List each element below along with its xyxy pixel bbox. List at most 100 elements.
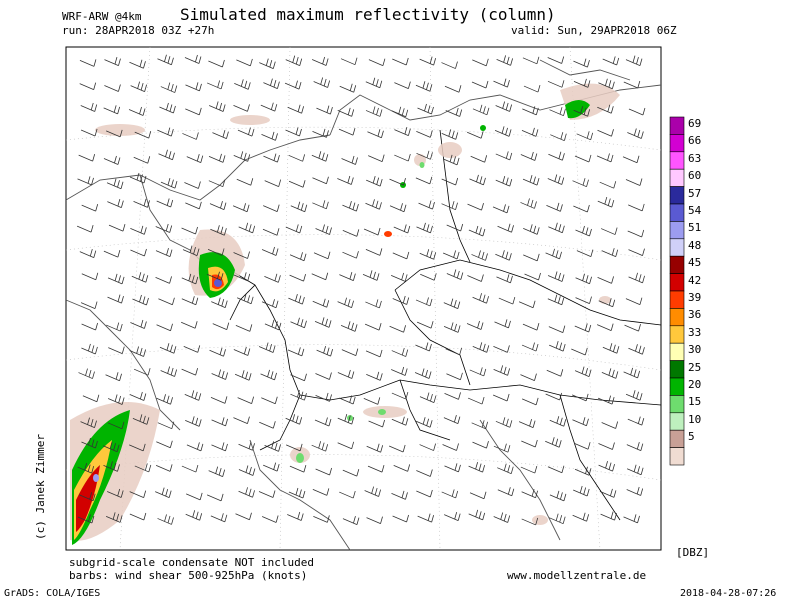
wind-barb bbox=[597, 129, 614, 137]
wind-barb bbox=[572, 178, 589, 188]
wind-barb bbox=[389, 325, 406, 333]
wind-barb bbox=[287, 511, 304, 521]
wind-barb bbox=[418, 200, 435, 210]
wind-barb bbox=[495, 101, 513, 112]
wind-barb bbox=[208, 179, 226, 188]
footnote-condensate: subgrid-scale condensate NOT included bbox=[69, 556, 315, 569]
wind-barb bbox=[264, 441, 281, 452]
wind-barb bbox=[77, 514, 95, 524]
wind-barb bbox=[157, 421, 175, 430]
wind-barb bbox=[573, 485, 590, 497]
wind-barb bbox=[208, 153, 226, 163]
wind-barb bbox=[625, 297, 643, 306]
legend-value: 54 bbox=[688, 204, 702, 217]
wind-barb bbox=[107, 421, 125, 430]
wind-barb bbox=[289, 465, 307, 473]
wind-barb bbox=[625, 55, 643, 67]
wind-barb bbox=[365, 106, 383, 117]
wind-barb bbox=[288, 487, 306, 499]
wind-barb bbox=[81, 437, 98, 449]
wind-barb bbox=[391, 490, 408, 500]
legend-swatch bbox=[669, 273, 685, 292]
wind-barb bbox=[337, 107, 355, 117]
wind-barb bbox=[442, 154, 460, 166]
wind-barb bbox=[80, 301, 98, 309]
wind-barb bbox=[264, 273, 281, 283]
wind-barb bbox=[289, 252, 307, 262]
wind-barb bbox=[105, 512, 123, 523]
wind-barb bbox=[181, 273, 199, 285]
wind-barb bbox=[312, 176, 329, 185]
wind-barb bbox=[185, 510, 203, 521]
wind-barb bbox=[598, 298, 616, 308]
wind-barb bbox=[81, 272, 99, 281]
wind-barb bbox=[417, 513, 435, 523]
wind-barb bbox=[627, 229, 645, 238]
wind-barb bbox=[342, 516, 360, 525]
wind-barb bbox=[364, 486, 382, 497]
wind-barb bbox=[261, 299, 279, 309]
wind-barb bbox=[576, 131, 594, 141]
wind-barb bbox=[547, 465, 565, 474]
wind-barb bbox=[210, 225, 227, 236]
wind-barb bbox=[547, 294, 565, 306]
wind-barb bbox=[208, 466, 226, 477]
wind-barb bbox=[159, 343, 177, 354]
wind-barb bbox=[156, 198, 174, 208]
wind-barb bbox=[493, 365, 511, 376]
wind-barb bbox=[206, 271, 224, 281]
wind-barb bbox=[443, 322, 461, 333]
wind-barb bbox=[339, 395, 356, 405]
generated-timestamp: 2018-04-28-07:26 bbox=[680, 588, 777, 599]
wind-barb bbox=[285, 55, 303, 67]
wind-barb bbox=[419, 392, 437, 403]
wind-barb bbox=[468, 462, 486, 473]
wind-barb bbox=[497, 223, 514, 233]
website-link[interactable]: www.modellzentrale.de bbox=[507, 569, 647, 582]
wind-barb bbox=[263, 153, 280, 163]
wind-barb bbox=[108, 346, 125, 354]
wind-barb bbox=[497, 463, 514, 475]
country-borders bbox=[204, 129, 662, 521]
wind-barb bbox=[340, 57, 358, 66]
wind-barb bbox=[238, 222, 256, 234]
wind-barb bbox=[79, 82, 97, 91]
wind-barb bbox=[362, 270, 380, 281]
wind-barb bbox=[102, 441, 120, 453]
wind-barb bbox=[364, 323, 382, 331]
run-time: run: 28APR2018 03Z +27h bbox=[62, 24, 215, 37]
wind-barb bbox=[441, 201, 458, 211]
wind-barb bbox=[134, 130, 152, 139]
wind-barb bbox=[366, 516, 383, 524]
wind-barb bbox=[185, 416, 202, 427]
legend-value: 33 bbox=[688, 325, 702, 339]
wind-barb bbox=[596, 153, 614, 163]
wind-barb bbox=[363, 227, 381, 236]
wind-barb bbox=[388, 444, 406, 453]
wind-barb bbox=[155, 464, 173, 472]
wind-barb bbox=[441, 177, 459, 186]
wind-barb bbox=[289, 273, 306, 282]
wind-barb bbox=[546, 202, 563, 212]
wind-barb bbox=[471, 80, 489, 89]
wind-barb bbox=[446, 269, 464, 280]
wind-barb bbox=[156, 323, 173, 332]
wind-barb bbox=[181, 321, 198, 329]
wind-barb bbox=[365, 77, 383, 89]
wind-barb bbox=[311, 151, 329, 162]
wind-barb bbox=[523, 84, 541, 93]
legend-swatch bbox=[669, 238, 685, 257]
wind-barb bbox=[181, 226, 198, 235]
wind-barb bbox=[548, 151, 565, 161]
wind-barb bbox=[392, 514, 409, 523]
wind-barb bbox=[290, 390, 307, 401]
wind-barb bbox=[601, 248, 619, 258]
wind-barb bbox=[158, 149, 175, 161]
wind-barb bbox=[107, 488, 124, 498]
wind-barb bbox=[627, 416, 645, 426]
wind-barb bbox=[549, 416, 567, 427]
wind-barb bbox=[520, 198, 537, 209]
wind-barb bbox=[522, 175, 540, 186]
wind-barb bbox=[548, 325, 566, 334]
wind-barb bbox=[238, 465, 256, 476]
